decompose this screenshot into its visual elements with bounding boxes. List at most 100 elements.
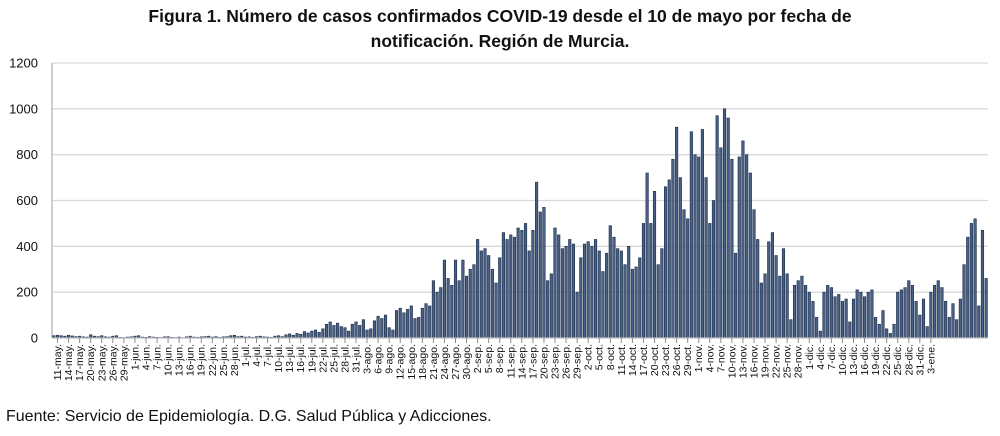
bar [708,223,712,339]
x-tick-label: 8-oct. [605,344,617,370]
x-tick-label: 10-jul. [273,344,285,373]
x-tick-label: 11-may. [52,344,64,380]
bar [402,312,406,339]
bar [980,229,985,339]
x-tick-label: 4-jul. [251,344,263,367]
bar [748,172,752,339]
bar [394,310,399,339]
bar [376,315,380,339]
bar [641,223,646,339]
bar [354,321,358,339]
y-tick-label: 200 [16,285,38,300]
bar [792,284,797,339]
bar [899,289,903,339]
x-tick-label: 20-sep. [538,344,550,379]
bar [837,294,841,339]
bar [933,284,937,339]
x-tick-label: 23-may. [96,344,108,381]
bar [321,328,325,339]
x-tick-label: 22-dic. [881,344,893,376]
bar [549,273,553,339]
bar [579,257,583,339]
bar [627,246,631,339]
x-tick-label: 11-sep. [505,344,517,378]
x-tick-label: 20-may. [85,344,97,381]
x-tick-label: 19-jul. [306,344,318,373]
bar [406,309,410,339]
x-tick-label: 8-sep. [494,344,506,373]
bar [796,280,800,339]
bar [686,218,690,339]
bar [896,291,900,339]
bar [877,323,881,339]
bar [413,318,417,339]
x-tick-label: 22-jun. [207,344,219,376]
bar [571,243,575,339]
bar [295,333,299,339]
bar [494,282,498,339]
bar [741,140,745,339]
x-tick-label: 5-sep. [483,344,495,373]
x-tick-label: 13-jun. [174,344,186,376]
x-tick-label: 19-nov. [760,344,772,378]
bar [752,209,756,339]
x-tick-label: 17-sep. [527,344,539,379]
bars [52,108,988,339]
bar [317,331,321,339]
bar [730,158,734,339]
x-tick-label: 14-sep. [516,344,528,379]
bar [918,314,922,339]
bar [645,172,649,339]
x-tick-label: 23-sep. [550,344,562,379]
bar [955,319,959,339]
bar [420,307,424,339]
x-tick-label: 23-oct. [660,344,672,376]
bar [450,284,454,339]
bar [479,250,483,339]
x-tick-label: 10-dic. [837,344,849,376]
x-tick-label: 28-dic. [903,344,915,376]
bar [564,246,568,339]
bar [512,236,517,339]
y-tick-label: 1000 [9,101,38,116]
bar [623,264,627,339]
bar [365,329,369,339]
x-tick-label: 19-jun. [196,344,208,376]
bar [862,296,867,339]
bar [350,323,354,339]
x-tick-label: 17-may. [74,344,86,381]
chart-title: Figura 1. Número de casos confirmados CO… [0,4,1000,54]
bar [347,330,351,339]
bar [302,331,306,339]
x-tick-label: 18-ago. [417,344,429,380]
bar [428,305,432,339]
x-tick-label: 10-jun. [163,344,175,376]
bar [501,232,505,339]
bar [498,257,502,339]
x-tick-label: 9-ago. [384,344,396,374]
bar [745,154,749,339]
bar [892,323,896,339]
bar [977,305,981,339]
bar [619,250,623,339]
x-tick-label: 25-nov. [782,344,794,378]
bar [940,287,944,339]
bar [446,278,450,339]
bar [951,303,955,339]
bar [682,209,686,339]
gridlines [52,62,988,293]
bar [361,319,365,339]
bar [689,131,693,339]
bar [759,282,763,339]
bar [910,284,915,339]
bar [487,255,491,339]
bar [339,326,343,339]
bar [505,239,509,339]
x-tick-label: 25-jun. [218,344,230,376]
bar [306,332,310,339]
bar [461,259,465,339]
y-axis: 0 200 400 600 800 1000 1200 [9,56,53,346]
bar [369,328,373,339]
x-tick-label: 3-ago. [362,344,374,374]
bar [929,291,933,339]
